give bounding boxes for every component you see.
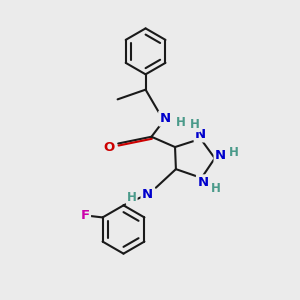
Text: N: N <box>142 188 153 201</box>
Text: H: H <box>176 116 186 128</box>
Text: O: O <box>104 141 115 154</box>
Text: H: H <box>211 182 221 195</box>
Text: N: N <box>215 149 226 162</box>
Text: H: H <box>190 118 200 131</box>
Text: F: F <box>80 209 89 223</box>
Text: H: H <box>127 191 137 204</box>
Text: N: N <box>195 128 206 141</box>
Text: H: H <box>229 146 239 159</box>
Text: N: N <box>197 176 208 189</box>
Text: N: N <box>160 112 171 125</box>
